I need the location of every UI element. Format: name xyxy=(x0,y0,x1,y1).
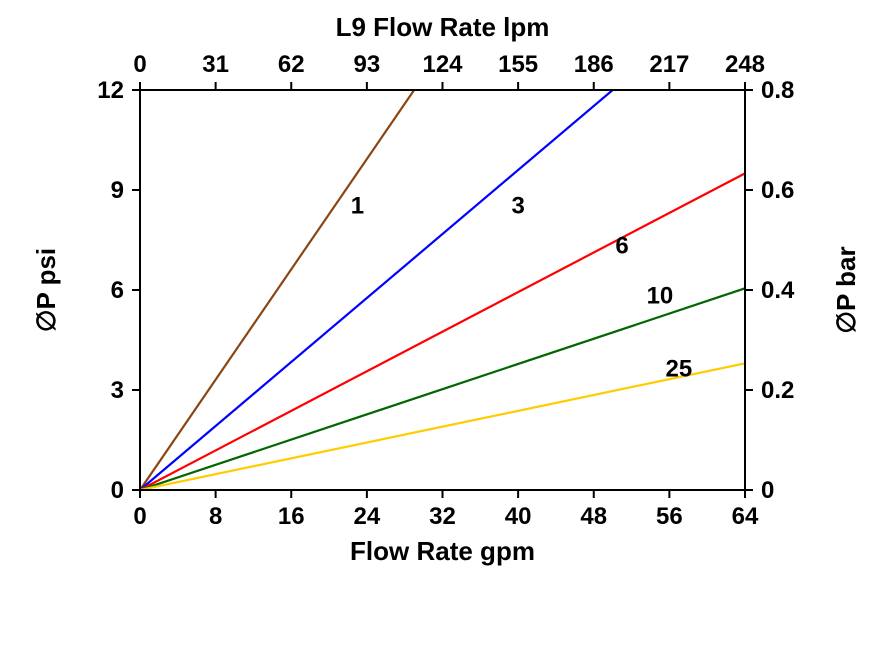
x-top-tick-label: 248 xyxy=(725,51,765,78)
series-label-10: 10 xyxy=(647,282,674,309)
x-bottom-tick-label: 8 xyxy=(209,503,222,530)
chart-container: 0816243240485664Flow Rate gpm03162931241… xyxy=(0,0,878,646)
x-top-tick-label: 0 xyxy=(133,51,146,78)
x-top-tick-label: 31 xyxy=(202,51,229,78)
y-left-tick-label: 9 xyxy=(111,177,124,204)
x-bottom-tick-label: 40 xyxy=(505,503,532,530)
x-top-tick-label: 217 xyxy=(649,51,689,78)
x-bottom-tick-label: 64 xyxy=(732,503,759,530)
y-left-tick-label: 12 xyxy=(97,77,124,104)
y-right-tick-label: 0.6 xyxy=(761,177,794,204)
series-label-25: 25 xyxy=(665,356,692,383)
x-bottom-tick-label: 16 xyxy=(278,503,305,530)
x-bottom-tick-label: 24 xyxy=(354,503,381,530)
x-top-tick-label: 124 xyxy=(422,51,463,78)
y-right-tick-label: 0.2 xyxy=(761,377,794,404)
x-top-tick-label: 155 xyxy=(498,51,538,78)
x-top-tick-label: 186 xyxy=(574,51,614,78)
y-right-tick-label: 0.4 xyxy=(761,277,795,304)
series-label-6: 6 xyxy=(615,232,628,259)
x-top-tick-label: 93 xyxy=(354,51,381,78)
x-bottom-tick-label: 56 xyxy=(656,503,683,530)
y-right-label: ∅P bar xyxy=(831,246,861,333)
y-left-tick-label: 3 xyxy=(111,377,124,404)
y-right-tick-label: 0 xyxy=(761,477,774,504)
top-title: L9 Flow Rate lpm xyxy=(336,12,550,42)
series-label-1: 1 xyxy=(351,192,364,219)
x-top-tick-label: 62 xyxy=(278,51,305,78)
x-bottom-tick-label: 48 xyxy=(580,503,607,530)
y-right-tick-label: 0.8 xyxy=(761,77,794,104)
y-left-label: ∅P psi xyxy=(31,248,61,332)
x-bottom-label: Flow Rate gpm xyxy=(350,536,535,566)
series-label-3: 3 xyxy=(511,192,524,219)
y-left-tick-label: 6 xyxy=(111,277,124,304)
chart-svg: 0816243240485664Flow Rate gpm03162931241… xyxy=(0,0,878,646)
x-bottom-tick-label: 0 xyxy=(133,503,146,530)
y-left-tick-label: 0 xyxy=(111,477,124,504)
x-bottom-tick-label: 32 xyxy=(429,503,456,530)
